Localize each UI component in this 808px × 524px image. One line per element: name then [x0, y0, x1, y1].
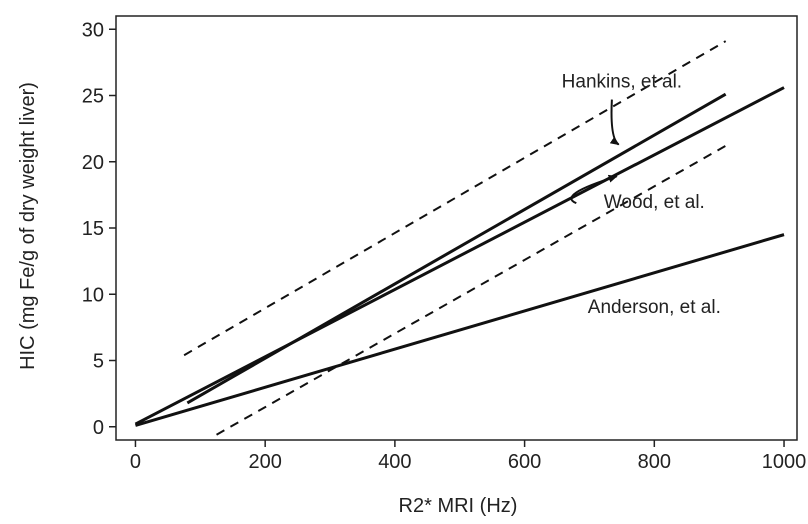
y-tick-label: 0: [93, 417, 104, 439]
y-tick-label: 30: [82, 19, 104, 41]
hankins-et-al-label: Hankins, et al.: [562, 72, 682, 93]
confidence-bound-dashed-line-3: [183, 40, 727, 357]
y-tick-label: 25: [82, 86, 104, 108]
anderson-et-al-label: Anderson, et al.: [588, 297, 721, 318]
x-axis-title: R2* MRI (Hz): [399, 495, 518, 517]
y-tick-label: 15: [82, 218, 104, 240]
y-tick-label: 20: [82, 152, 104, 174]
y-axis-title: HIC (mg Fe/g of dry weight liver): [17, 82, 39, 370]
hankins-et-al-arrow: [609, 99, 620, 146]
x-tick-label: 200: [248, 451, 281, 473]
plot-frame: [115, 15, 798, 441]
wood-et-al-arrow: [570, 174, 618, 205]
anderson-et-al-line: [135, 233, 785, 427]
confidence-bound-dashed-line-4: [216, 144, 727, 436]
x-tick-label: 400: [378, 451, 411, 473]
y-tick-label: 5: [93, 351, 104, 373]
x-tick-label: 0: [130, 451, 141, 473]
y-tick-label: 10: [82, 284, 104, 306]
x-tick-label: 800: [638, 451, 671, 473]
wood-et-al-label: Wood, et al.: [604, 192, 705, 213]
x-tick-label: 1000: [762, 451, 807, 473]
x-tick-label: 600: [508, 451, 541, 473]
wood-et-al-line: [134, 86, 785, 426]
